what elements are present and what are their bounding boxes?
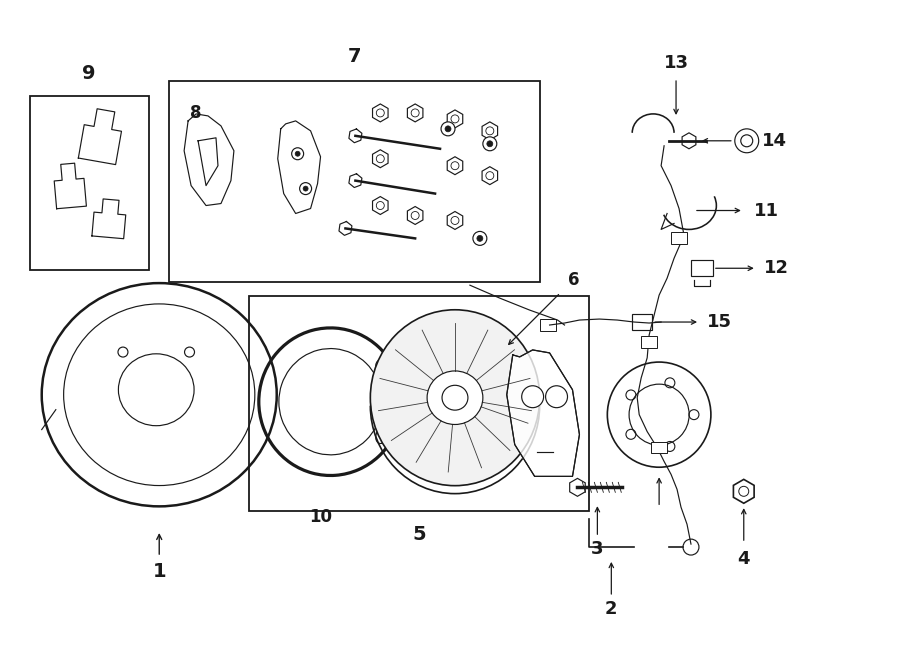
Ellipse shape bbox=[376, 360, 392, 380]
Bar bbox=[671, 233, 687, 245]
Circle shape bbox=[376, 155, 384, 163]
Polygon shape bbox=[373, 104, 388, 122]
Polygon shape bbox=[408, 104, 423, 122]
Bar bbox=[169, 81, 540, 282]
Circle shape bbox=[376, 109, 384, 117]
Circle shape bbox=[441, 122, 455, 136]
Text: 9: 9 bbox=[82, 63, 95, 83]
Polygon shape bbox=[447, 157, 463, 175]
Circle shape bbox=[451, 162, 459, 170]
Ellipse shape bbox=[608, 362, 711, 467]
Text: 1: 1 bbox=[152, 563, 166, 582]
Text: 3: 3 bbox=[591, 540, 604, 558]
Text: 6: 6 bbox=[568, 270, 580, 289]
Polygon shape bbox=[507, 350, 580, 477]
Text: 7: 7 bbox=[347, 47, 361, 65]
Text: 14: 14 bbox=[762, 132, 788, 150]
Circle shape bbox=[486, 127, 494, 135]
Polygon shape bbox=[447, 110, 463, 128]
Circle shape bbox=[411, 109, 419, 117]
Circle shape bbox=[734, 129, 759, 153]
Ellipse shape bbox=[442, 385, 468, 410]
Circle shape bbox=[292, 148, 303, 160]
Text: 4: 4 bbox=[737, 550, 750, 568]
Ellipse shape bbox=[41, 283, 276, 506]
Circle shape bbox=[411, 212, 419, 219]
Text: 8: 8 bbox=[190, 104, 202, 122]
Bar bbox=[691, 260, 713, 276]
Circle shape bbox=[522, 386, 544, 408]
Circle shape bbox=[545, 386, 568, 408]
Text: 10: 10 bbox=[309, 508, 332, 526]
Polygon shape bbox=[570, 479, 585, 496]
Ellipse shape bbox=[376, 423, 392, 444]
Bar bbox=[248, 296, 590, 511]
Text: 15: 15 bbox=[707, 313, 733, 331]
Circle shape bbox=[303, 186, 308, 191]
Text: 11: 11 bbox=[754, 202, 779, 219]
Circle shape bbox=[477, 235, 483, 241]
Polygon shape bbox=[373, 196, 388, 214]
Circle shape bbox=[451, 115, 459, 123]
Bar bbox=[540, 319, 555, 331]
Polygon shape bbox=[482, 122, 498, 140]
Bar bbox=[632, 314, 652, 330]
Text: 12: 12 bbox=[764, 259, 789, 277]
Circle shape bbox=[376, 202, 384, 210]
Circle shape bbox=[451, 217, 459, 225]
Ellipse shape bbox=[370, 310, 540, 486]
Polygon shape bbox=[373, 150, 388, 168]
Ellipse shape bbox=[629, 384, 689, 445]
Circle shape bbox=[295, 151, 300, 156]
Polygon shape bbox=[408, 206, 423, 225]
Circle shape bbox=[486, 172, 494, 180]
Bar bbox=[641, 336, 657, 348]
Circle shape bbox=[683, 539, 699, 555]
Ellipse shape bbox=[428, 371, 483, 424]
Circle shape bbox=[483, 137, 497, 151]
Circle shape bbox=[445, 126, 451, 132]
Bar bbox=[652, 442, 667, 453]
Polygon shape bbox=[682, 133, 696, 149]
Polygon shape bbox=[734, 479, 754, 503]
Circle shape bbox=[472, 231, 487, 245]
Text: 5: 5 bbox=[412, 525, 426, 543]
Circle shape bbox=[487, 141, 493, 147]
Text: 13: 13 bbox=[663, 54, 688, 72]
Circle shape bbox=[300, 182, 311, 194]
Bar bbox=[30, 96, 149, 270]
Polygon shape bbox=[447, 212, 463, 229]
Text: 2: 2 bbox=[605, 600, 617, 618]
Polygon shape bbox=[482, 167, 498, 184]
